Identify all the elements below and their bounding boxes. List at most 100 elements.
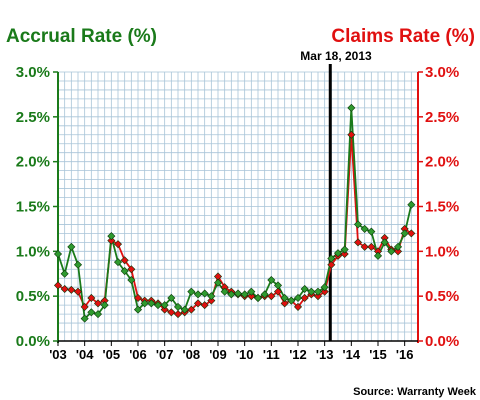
x-tick-label: '07 — [156, 347, 174, 362]
x-tick-label: '06 — [129, 347, 147, 362]
accrual-rate-point — [247, 287, 256, 296]
x-tick-label: '13 — [316, 347, 334, 362]
x-tick-label: '14 — [343, 347, 361, 362]
accrual-rate-point — [160, 301, 169, 310]
accrual-rate-point — [280, 293, 289, 302]
accrual-rate-point — [287, 296, 296, 305]
accrual-rate-point — [267, 276, 276, 285]
accrual-rate-point — [193, 290, 203, 299]
accrual-rate-point — [173, 302, 183, 311]
accrual-rate-point — [180, 305, 189, 314]
left-tick-label: 2.0% — [16, 154, 50, 171]
accrual-rate-point — [213, 278, 223, 287]
right-tick-label: 0.5% — [425, 288, 459, 305]
accrual-rate-point — [67, 242, 76, 251]
claims-rate-point — [133, 293, 143, 302]
claims-rate-point — [320, 287, 329, 296]
accrual-rate-point — [353, 220, 363, 229]
accrual-rate-point — [220, 287, 229, 296]
accrual-rate-point — [260, 290, 269, 299]
claims-rate-point — [53, 281, 63, 290]
claims-rate-point — [107, 236, 116, 245]
x-tick-label: '12 — [289, 347, 307, 362]
right-tick-label: 2.0% — [425, 154, 459, 171]
x-tick-label: '08 — [183, 347, 201, 362]
claims-rate-point — [340, 249, 349, 259]
accrual-rate-point — [207, 292, 216, 301]
claims-rate-point — [87, 293, 96, 302]
left-tick-label: 2.5% — [16, 109, 50, 126]
accrual-rate-point — [133, 305, 143, 314]
claims-rate-point — [273, 287, 283, 296]
accrual-rate-point — [200, 289, 209, 298]
accrual-rate-point — [107, 232, 116, 241]
accrual-rate-point — [60, 269, 69, 278]
accrual-rate-point — [127, 276, 136, 285]
accrual-rate-point — [407, 200, 416, 209]
claims-rate-point — [360, 242, 369, 251]
x-tick-label: '04 — [76, 347, 94, 362]
claims-rate-point — [353, 238, 363, 247]
accrual-rate-point — [393, 242, 403, 251]
claims-rate-point — [67, 285, 76, 294]
claims-rate-point — [407, 229, 416, 238]
accrual-rate-point — [147, 299, 156, 308]
accrual-rate-point — [340, 245, 349, 254]
accrual-rate-point — [360, 224, 369, 233]
claims-rate-point — [300, 293, 309, 302]
claims-rate-point — [313, 292, 323, 301]
x-tick-label: '15 — [369, 347, 387, 362]
accrual-rate-point — [240, 290, 249, 299]
series-markers — [53, 103, 416, 323]
accrual-rate-point — [153, 301, 163, 310]
accrual-rate-point — [320, 283, 329, 292]
x-tick-label: '05 — [103, 347, 121, 362]
accrual-rate-point — [347, 103, 356, 112]
left-tick-label: 0.0% — [16, 333, 50, 350]
accrual-rate-point — [300, 284, 309, 294]
right-tick-label: 2.5% — [425, 109, 459, 126]
accrual-rate-point — [387, 247, 396, 256]
claims-rate-point — [93, 299, 103, 308]
left-tick-label: 1.0% — [16, 243, 50, 260]
claims-rate-point — [187, 305, 196, 314]
claims-rate-point — [127, 265, 136, 274]
accrual-rate-point — [253, 293, 263, 302]
claims-rate-point — [193, 299, 203, 308]
accrual-rate-point — [400, 229, 409, 238]
accrual-rate-point — [313, 287, 323, 296]
accrual-rate-point — [227, 290, 236, 299]
accrual-rate-point — [80, 314, 89, 323]
accrual-rate-point — [233, 289, 243, 298]
claims-rate-point — [247, 292, 256, 301]
claims-rate-point — [160, 305, 169, 314]
accrual-rate-point — [93, 310, 103, 319]
left-tick-label: 3.0% — [16, 64, 50, 81]
left-tick-label: 0.5% — [16, 288, 50, 305]
claims-rate-point — [73, 287, 83, 296]
right-tick-label: 1.0% — [425, 243, 459, 260]
right-tick-label: 0.0% — [425, 333, 459, 350]
x-tick-label: '09 — [209, 347, 227, 362]
x-tick-label: '11 — [263, 347, 280, 362]
left-tick-label: 1.5% — [16, 199, 50, 216]
accrual-rate-point — [140, 299, 149, 308]
claims-rate-point — [293, 302, 303, 311]
right-axis-title: Claims Rate (%) — [331, 26, 475, 47]
accrual-rate-point — [167, 293, 176, 302]
claims-rate-point — [347, 130, 356, 139]
vertical-marker-label: Mar 18, 2013 — [300, 49, 372, 63]
claims-rate-point — [267, 292, 276, 301]
claims-rate-point — [80, 302, 89, 311]
claims-rate-point — [327, 260, 336, 269]
grid — [57, 71, 419, 342]
claims-rate-point — [120, 256, 129, 265]
claims-rate-point — [207, 296, 216, 305]
claims-rate-point — [367, 242, 376, 251]
claims-rate-point — [60, 284, 69, 294]
accrual-rate-point — [113, 258, 123, 267]
accrual-rate-point — [380, 238, 389, 247]
accrual-rate-point — [307, 287, 316, 296]
accrual-rate-point — [273, 281, 283, 290]
